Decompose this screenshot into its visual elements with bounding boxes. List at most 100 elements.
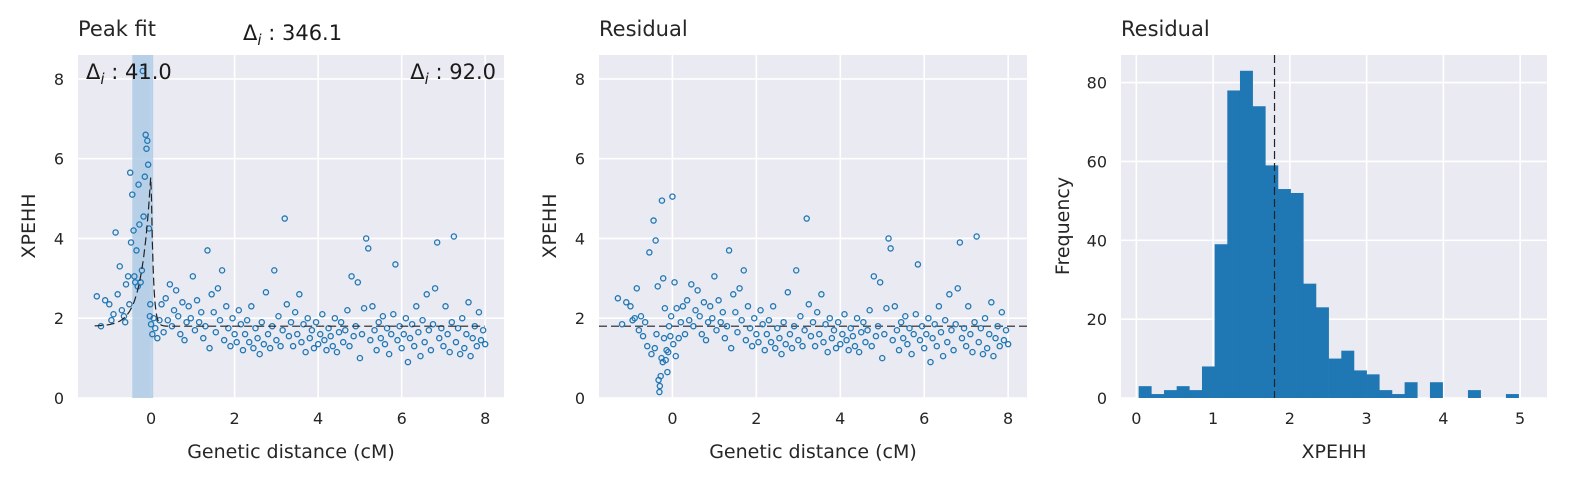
scatter-point [450,233,458,240]
scatter-point [931,320,938,328]
scatter-point [413,303,420,310]
scatter-point [807,332,815,340]
scatter-point [469,334,476,342]
scatter-point [227,342,234,350]
x-tick-label: 5 [1515,409,1525,428]
scatter-point [648,350,655,358]
scatter-point [746,324,754,332]
scatter-point [742,336,750,344]
scatter-point [973,233,980,240]
scatter-point [354,279,362,286]
scatter-point [740,267,748,274]
scatter-point [767,338,775,346]
scatter-point [881,330,888,338]
scatter-point [652,237,659,244]
scatter-point [992,334,999,342]
x-tick-label: 2 [1285,409,1295,428]
scatter-point [131,273,138,280]
scatter-point [719,308,727,316]
scatter-point [627,303,634,310]
scatter-point [670,340,677,348]
x-axis-label: Genetic distance (cM) [709,441,917,463]
scatter-point [177,330,184,338]
scatter-point [816,330,823,338]
y-tick-label: 40 [1087,231,1107,250]
scatter-point [845,346,852,354]
scatter-point [256,350,263,358]
scatter-point [688,281,695,288]
residual-scatter-panel: 0 2 4 6 8 0 2 4 6 8 Residual Genetic distance (cM… [539,17,1027,463]
scatter-point [327,332,334,340]
scatter-point [958,334,966,342]
scatter-point [965,303,972,310]
scatter-point [902,312,909,320]
scatter-point [727,344,735,352]
scatter-point [154,334,161,342]
scatter-point [358,330,366,338]
scatter-point [406,334,414,342]
scatter-point [289,342,297,350]
scatter-point [419,316,426,324]
scatter-point [385,350,393,358]
scatter-point [669,193,676,200]
scatter-point [677,318,685,326]
scatter-point [711,273,718,280]
scatter-point [887,245,894,252]
scatter-point [723,322,731,330]
scatter-point [248,303,255,310]
scatter-point [150,314,157,322]
histogram-bar [1328,358,1342,398]
scatter-point [870,273,878,280]
scatter-point [279,326,286,334]
scatter-point [452,338,460,346]
scatter-point [316,330,324,338]
scatter-point [654,283,661,290]
scatter-point [275,312,282,320]
scatter-point [144,161,152,168]
histogram-bar [1176,386,1190,398]
scatter-point [456,350,464,358]
histogram-bar [1404,382,1418,398]
scatter-point [641,318,649,326]
x-tick-label: 2 [751,409,761,428]
scatter-point [356,354,364,362]
scatter-point [651,344,659,352]
scatter-point [344,307,351,314]
scatter-point [342,326,349,334]
scatter-point [659,275,667,282]
scatter-point [160,328,167,336]
scatter-point [144,137,151,144]
histogram-bars [1138,70,1519,399]
scatter-point [179,299,186,306]
y-axis-label: Frequency [1052,177,1074,275]
scatter-point [639,332,647,340]
x-axis-label: Genetic distance (cM) [187,441,395,463]
scatter-point [685,316,693,324]
x-tick-label: 2 [230,409,240,428]
scatter-point [944,338,951,346]
scatter-point [147,320,155,328]
scatter-point [811,342,819,350]
x-tick-label: 4 [313,409,323,428]
y-tick-label: 0 [54,389,64,408]
scatter-point [908,350,915,358]
scatter-point [404,358,412,366]
scatter-point [851,342,859,350]
scatter-point [912,310,920,318]
scatter-point [761,346,768,354]
scatter-point [969,348,976,356]
scatter-point [730,291,737,298]
scatter-point [417,352,424,360]
scatter-point [187,314,195,322]
scatter-point [350,332,357,340]
scatter-point [904,340,911,348]
scatter-point [960,324,968,332]
scatter-point [713,326,720,334]
scatter-point [114,291,121,298]
scatter-point [994,322,1001,330]
histogram-bar [1505,394,1519,398]
scatter-point [996,342,1003,350]
scatter-point [463,330,470,338]
scatter-point [834,318,842,326]
scatter-point [93,293,101,300]
